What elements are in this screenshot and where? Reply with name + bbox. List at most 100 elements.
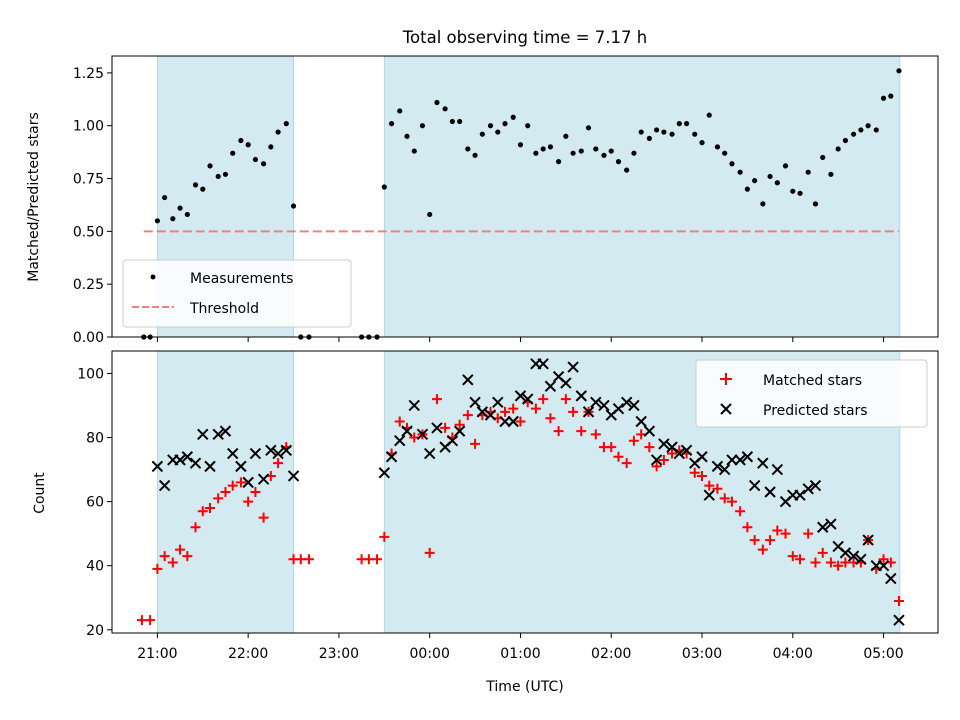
predicted-point bbox=[893, 614, 905, 626]
top-x-ticks bbox=[156, 337, 885, 342]
predicted-point bbox=[620, 396, 633, 408]
matched-point bbox=[810, 557, 821, 568]
matched-point bbox=[742, 522, 753, 533]
measurement-point bbox=[449, 118, 455, 125]
predicted-point bbox=[628, 399, 640, 412]
measurement-point bbox=[411, 148, 417, 154]
legend-label-predicted: Predicted stars bbox=[763, 403, 868, 419]
predicted-point bbox=[197, 428, 209, 441]
matched-point bbox=[220, 487, 231, 497]
measurement-point bbox=[790, 188, 796, 194]
predicted-point bbox=[522, 393, 534, 405]
measurement-point bbox=[154, 218, 160, 224]
predicted-point bbox=[219, 425, 232, 437]
predicted-point bbox=[408, 399, 420, 412]
predicted-point bbox=[696, 451, 708, 463]
measurement-point bbox=[260, 161, 267, 167]
predicted-point bbox=[673, 447, 686, 460]
measurement-point bbox=[842, 137, 849, 144]
matched-point bbox=[689, 467, 700, 478]
x-axis-label: Time (UTC) bbox=[485, 679, 563, 695]
measurement-point bbox=[585, 125, 592, 131]
predicted-point bbox=[249, 447, 262, 460]
matched-point bbox=[735, 506, 746, 517]
matched-point bbox=[145, 615, 156, 626]
predicted-point bbox=[174, 454, 186, 466]
measurement-point bbox=[465, 146, 471, 152]
matched-point bbox=[757, 544, 768, 555]
matched-point bbox=[606, 442, 617, 453]
predicted-point bbox=[514, 390, 527, 402]
measurement-point bbox=[215, 173, 221, 180]
measurement-point bbox=[290, 203, 297, 209]
measurement-point bbox=[404, 133, 410, 139]
matched-point bbox=[613, 451, 624, 462]
predicted-point bbox=[385, 451, 398, 463]
predicted-point bbox=[802, 483, 814, 495]
legend-label-measurements: Measurements bbox=[190, 271, 293, 287]
legend-label-threshold: Threshold bbox=[189, 301, 259, 317]
predicted-point bbox=[711, 460, 724, 473]
predicted-point bbox=[862, 534, 874, 546]
matched-point bbox=[424, 547, 435, 558]
predicted-point bbox=[280, 444, 292, 457]
predicted-point bbox=[757, 457, 769, 469]
predicted-point bbox=[817, 521, 829, 533]
y-tick-label: 0.75 bbox=[73, 172, 104, 188]
measurement-point bbox=[615, 159, 622, 165]
predicted-point bbox=[560, 377, 572, 389]
predicted-point bbox=[212, 428, 224, 441]
x-tick-label: 04:00 bbox=[773, 646, 813, 662]
predicted-point bbox=[582, 406, 595, 418]
predicted-point bbox=[764, 486, 776, 498]
predicted-point bbox=[575, 390, 587, 402]
predicted-point bbox=[151, 460, 164, 473]
predicted-point bbox=[718, 463, 731, 476]
measurement-point bbox=[540, 146, 546, 152]
measurement-point bbox=[170, 216, 176, 222]
y-tick-label: 1.00 bbox=[73, 119, 104, 135]
measurement-point bbox=[419, 123, 426, 129]
predicted-point bbox=[847, 550, 860, 562]
predicted-point bbox=[287, 470, 300, 482]
predicted-point bbox=[378, 467, 391, 479]
matched-point bbox=[182, 551, 193, 562]
measurement-point bbox=[865, 123, 871, 129]
top-y-ticks: 0.00 0.25 0.50 0.75 1.00 1.25 bbox=[73, 66, 112, 346]
measurement-point bbox=[230, 150, 236, 156]
top-legend: Measurements Threshold bbox=[122, 259, 352, 328]
matched-point bbox=[553, 426, 564, 437]
predicted-point bbox=[446, 435, 459, 447]
matched-point bbox=[394, 416, 405, 427]
predicted-point bbox=[242, 476, 254, 489]
measurement-point bbox=[714, 144, 721, 150]
measurement-point bbox=[812, 201, 819, 207]
predicted-point bbox=[476, 406, 489, 418]
matched-point bbox=[454, 419, 465, 430]
y-tick-label: 0.25 bbox=[73, 277, 104, 293]
measurement-point bbox=[268, 144, 274, 150]
x-tick-label: 22:00 bbox=[228, 646, 268, 662]
matched-point bbox=[697, 470, 707, 481]
measurement-point bbox=[661, 129, 667, 135]
matched-point bbox=[213, 493, 224, 504]
matched-point bbox=[372, 554, 383, 565]
matched-point bbox=[250, 487, 261, 497]
measurement-point bbox=[510, 114, 516, 120]
measurement-point bbox=[858, 127, 864, 133]
measurement-point bbox=[472, 152, 478, 158]
matched-point bbox=[431, 394, 442, 405]
predicted-point bbox=[825, 518, 837, 530]
predicted-point bbox=[394, 435, 406, 447]
measurement-point bbox=[547, 144, 554, 150]
measurement-point bbox=[434, 99, 440, 106]
measurement-point bbox=[880, 95, 887, 101]
predicted-point bbox=[416, 428, 429, 441]
bottom-y-label: Count bbox=[32, 472, 48, 514]
y-tick-label: 40 bbox=[86, 559, 104, 575]
matched-point bbox=[409, 432, 420, 443]
observing-window-1 bbox=[383, 55, 901, 338]
measurement-point bbox=[608, 148, 614, 154]
measurement-point bbox=[873, 127, 879, 133]
